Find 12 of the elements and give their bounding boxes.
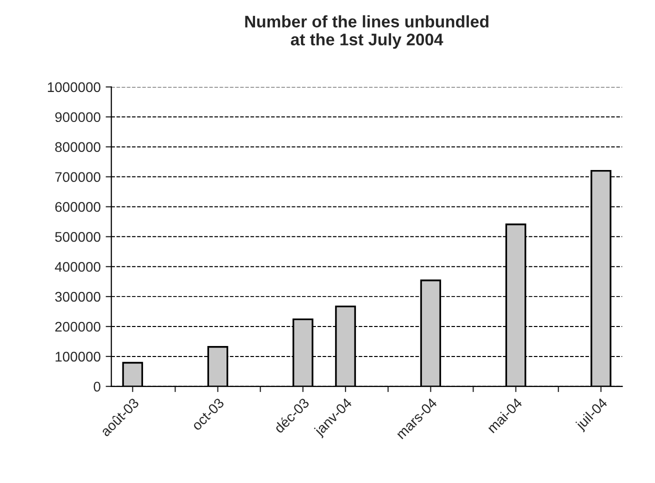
y-tick-label: 0 [94, 382, 100, 392]
y-tick-label: 900000 [55, 112, 100, 122]
y-tick-label: 800000 [55, 142, 100, 152]
y-tick-label: 500000 [55, 232, 100, 242]
y-tick-label: 600000 [55, 202, 100, 212]
y-tick-label: 100000 [56, 352, 100, 362]
y-tick-label: 700000 [55, 172, 100, 182]
y-tick-label: 200000 [55, 322, 100, 332]
y-tick-label: 400000 [54, 262, 100, 272]
y-tick-label: 300000 [55, 292, 100, 302]
y-tick-label: 1000000 [48, 82, 100, 92]
chart-title: Number of the lines unbundled at the 1st July 2004 [245, 15, 488, 49]
